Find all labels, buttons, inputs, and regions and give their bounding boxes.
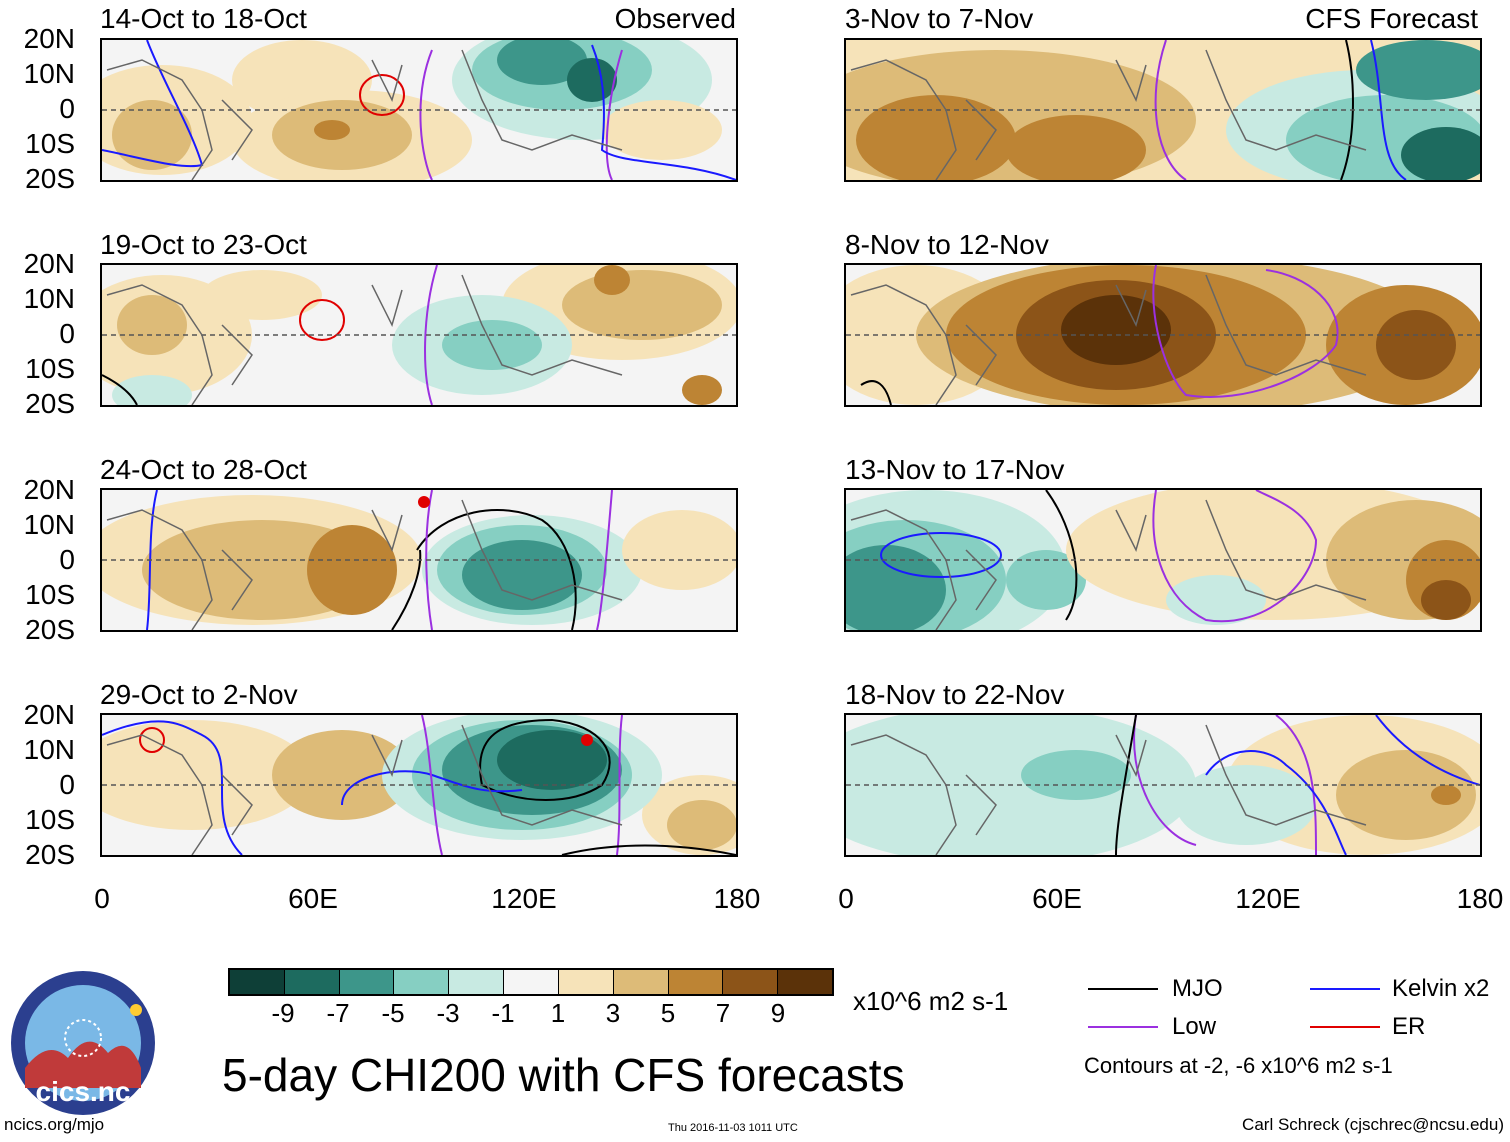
legend-line-er [1310,1026,1380,1028]
lon-tick: 180 [1456,883,1504,914]
lat-tick: 10N [23,58,75,89]
colorbar-label: 9 [770,998,786,1028]
lat-tick: 20N [23,23,75,54]
colorbar-label: -3 [436,998,460,1028]
figure-title: 5-day CHI200 with CFS forecasts [222,1049,905,1101]
colorbar-swatch [393,970,449,994]
map-field [102,490,736,630]
map-panel-4 [100,713,738,857]
map-panel-2 [100,263,738,407]
lon-tick: 180 [713,883,761,914]
lat-tick: 20N [23,474,75,505]
lon-tick: 60E [288,883,338,914]
lat-tick: 20N [23,699,75,730]
lat-tick: 10N [23,509,75,540]
colorbar-swatch [283,970,339,994]
observed-label: Observed [614,3,736,34]
panel-title-2: 19-Oct to 23-Oct [100,229,307,260]
lat-tick: 10N [23,283,75,314]
lon-tick: 0 [94,883,110,914]
lat-tick: 10S [25,353,75,384]
cics-logo-graphic [11,971,155,1115]
panel-title-3: 24-Oct to 28-Oct [100,454,307,485]
colorbar-label: 1 [550,998,566,1028]
lat-tick: 20S [25,388,75,419]
colorbar-swatch [667,970,723,994]
map-field [846,490,1480,630]
colorbar-label: 5 [660,998,676,1028]
colorbar-swatch [722,970,778,994]
colorbar-swatch [503,970,558,994]
colorbar [228,968,834,996]
colorbar-swatch [557,970,613,994]
lat-tick: 20S [25,839,75,870]
legend-label-low: Low [1172,1013,1217,1040]
panel-title-8: 18-Nov to 22-Nov [845,679,1065,710]
colorbar-label: 7 [715,998,731,1028]
lat-tick: 10S [25,579,75,610]
footer-url[interactable]: ncics.org/mjo [4,1115,105,1134]
panel-title-4: 29-Oct to 2-Nov [100,679,298,710]
forecast-label: CFS Forecast [1305,3,1478,34]
colorbar-swatch [338,970,394,994]
panel-title-7: 13-Nov to 17-Nov [845,454,1065,485]
legend-label-kelvin: Kelvin x2 [1392,975,1490,1002]
colorbar-label: -7 [326,998,350,1028]
lat-tick: 20S [25,163,75,194]
cics-logo: cics.nc [8,968,158,1118]
legend-line-mjo [1088,988,1158,990]
colorbar-label: -9 [271,998,295,1028]
map-field [102,715,736,855]
colorbar-units: x10^6 m2 s-1 [853,986,1009,1016]
map-panel-3 [100,488,738,632]
lon-tick: 120E [491,883,557,914]
map-field [846,265,1480,405]
colorbar-swatch [612,970,668,994]
lat-tick: 0 [59,769,75,800]
legend-label-er: ER [1392,1013,1426,1040]
lat-tick: 10S [25,128,75,159]
lat-tick: 10N [23,734,75,765]
colorbar-label: -1 [491,998,515,1028]
lon-tick: 120E [1235,883,1301,914]
map-panel-5 [844,38,1482,182]
lat-tick: 0 [59,93,75,124]
colorbar-label: 3 [605,998,621,1028]
map-field [102,40,736,180]
colorbar-swatch [448,970,504,994]
lon-tick: 0 [838,883,854,914]
panel-title-5: 3-Nov to 7-Nov [845,3,1034,34]
map-panel-8 [844,713,1482,857]
map-panel-6 [844,263,1482,407]
legend-label-mjo: MJO [1172,975,1223,1002]
colorbar-swatch [777,970,832,994]
legend-line-low [1088,1026,1158,1028]
footer-timestamp: Thu 2016-11-03 1011 UTC [668,1122,798,1134]
map-panel-7 [844,488,1482,632]
lon-tick: 60E [1032,883,1082,914]
legend-line-kelvin [1310,988,1380,990]
colorbar-swatch [230,970,284,994]
logo-text: cics.nc [35,1076,131,1107]
map-field [846,715,1480,855]
map-panel-1 [100,38,738,182]
lat-tick: 20N [23,248,75,279]
contours-note: Contours at -2, -6 x10^6 m2 s-1 [1084,1053,1393,1078]
colorbar-label: -5 [381,998,405,1028]
map-field [846,40,1480,180]
lat-tick: 0 [59,544,75,575]
lat-tick: 20S [25,614,75,645]
footer-author: Carl Schreck (cjschrec@ncsu.edu) [1242,1115,1504,1134]
panel-title-1: 14-Oct to 18-Oct [100,3,307,34]
lat-tick: 0 [59,318,75,349]
lat-tick: 10S [25,804,75,835]
panel-title-6: 8-Nov to 12-Nov [845,229,1049,260]
map-field [102,265,736,405]
